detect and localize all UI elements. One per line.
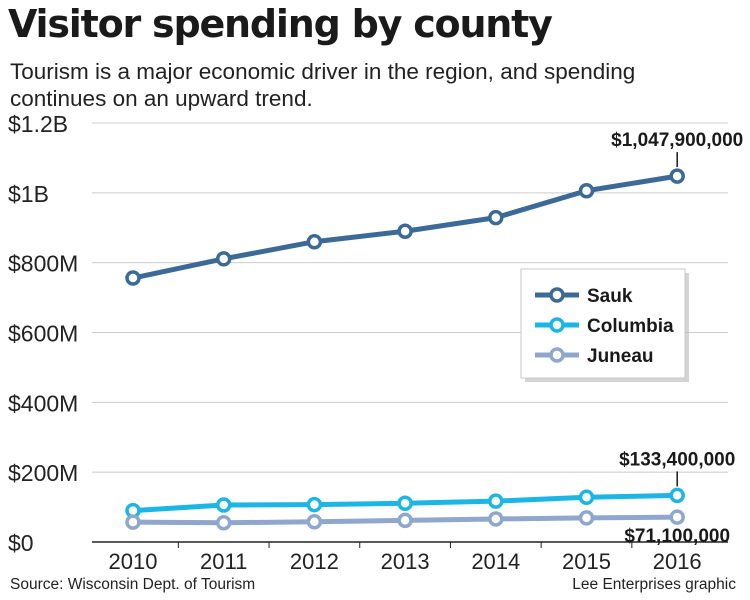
credit-note: Lee Enterprises graphic <box>572 576 736 593</box>
y-tick-label: $600M <box>8 321 78 347</box>
y-tick-label: $0 <box>8 530 34 556</box>
data-point-columbia <box>488 493 504 509</box>
legend: Sauk Columbia Juneau <box>520 268 689 382</box>
y-tick-label: $400M <box>8 390 78 416</box>
data-point-sauk <box>215 251 232 267</box>
data-point-sauk <box>578 182 595 199</box>
chart-subtitle: Tourism is a major economic driver in th… <box>10 59 636 111</box>
data-point-juneau <box>397 512 413 529</box>
annotation-label-columbia: $133,400,000 <box>619 449 735 470</box>
source-note: Source: Wisconsin Dept. of Tourism <box>10 576 256 593</box>
data-point-columbia <box>306 496 323 513</box>
y-tick-label: $800M <box>8 251 78 277</box>
data-point-juneau <box>215 515 232 531</box>
x-tick-label: 2013 <box>381 549 430 574</box>
data-point-sauk <box>669 168 685 184</box>
data-point-juneau <box>578 510 595 526</box>
data-point-juneau <box>306 513 323 530</box>
chart-title: Visitor spending by county <box>8 2 553 46</box>
x-tick-label: 2011 <box>200 549 247 574</box>
series-layer <box>125 168 685 531</box>
legend-swatch-marker-sauk <box>549 287 565 303</box>
gridlines <box>92 122 728 473</box>
legend-swatch-marker-columbia <box>549 317 565 333</box>
data-point-columbia <box>397 495 413 511</box>
x-tick-label: 2012 <box>290 549 339 574</box>
x-tick-label: 2010 <box>109 549 158 574</box>
data-point-juneau <box>488 511 504 527</box>
y-tick-label: $200M <box>8 460 78 486</box>
annotation-label-sauk: $1,047,900,000 <box>611 130 743 151</box>
y-axis-tick-labels: $0 $200M $400M $600M $800M $1B $1.2B <box>8 111 78 556</box>
y-tick-label: $1.2B <box>8 111 68 137</box>
data-point-columbia <box>578 489 595 506</box>
legend-label-juneau: Juneau <box>587 346 654 367</box>
x-tick-label: 2015 <box>562 549 611 574</box>
legend-swatch-marker-juneau <box>549 347 565 363</box>
data-point-juneau <box>669 509 685 525</box>
data-point-juneau <box>125 514 141 530</box>
data-point-sauk <box>306 233 323 250</box>
data-point-columbia <box>669 487 685 504</box>
legend-label-sauk: Sauk <box>587 286 633 307</box>
x-tick-label: 2016 <box>653 549 702 574</box>
data-point-columbia <box>215 497 232 513</box>
legend-label-columbia: Columbia <box>587 316 674 337</box>
x-axis: 2010 2011 2012 2013 2014 2015 2016 <box>92 541 728 574</box>
y-tick-label: $1B <box>8 181 49 207</box>
x-tick-label: 2014 <box>471 549 520 574</box>
data-point-sauk <box>125 270 141 286</box>
data-point-sauk <box>488 209 504 226</box>
annotation-label-juneau: $71,100,000 <box>624 526 730 547</box>
data-point-sauk <box>397 223 413 239</box>
annotations: $1,047,900,000 $133,400,000 $71,100,000 <box>611 130 743 547</box>
